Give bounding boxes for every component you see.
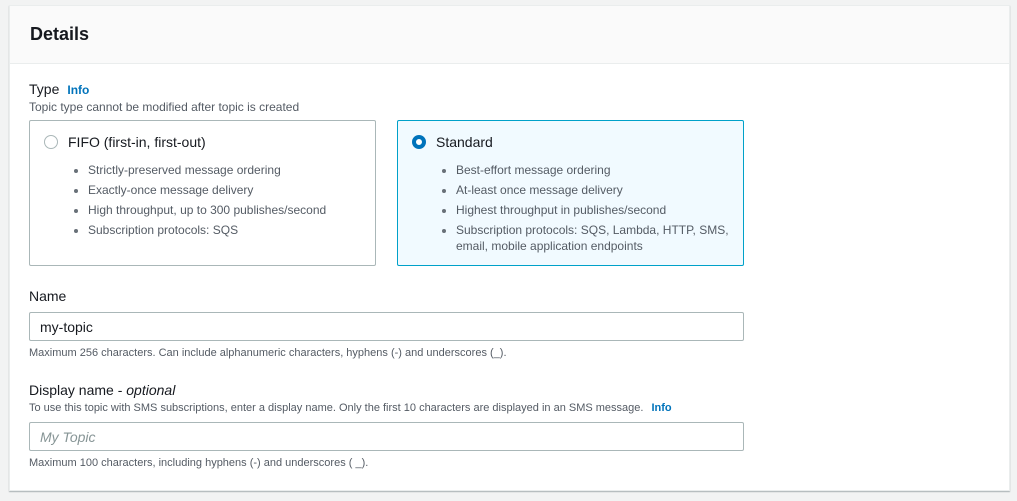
details-panel: Details	[9, 5, 1010, 491]
feature-item: Highest throughput in publishes/second	[456, 200, 729, 220]
display-name-label: Display name - optional	[29, 382, 175, 398]
display-name-hint: Maximum 100 characters, including hyphen…	[29, 457, 369, 469]
name-hint: Maximum 256 characters. Can include alph…	[29, 347, 507, 359]
type-option-standard[interactable]: Standard Best-effort message ordering At…	[397, 120, 744, 266]
display-name-input[interactable]	[29, 422, 744, 451]
standard-features: Best-effort message ordering At-least on…	[456, 160, 729, 254]
optional-tag: optional	[126, 382, 176, 398]
fifo-features: Strictly-preserved message ordering Exac…	[88, 160, 361, 240]
type-option-fifo[interactable]: FIFO (first-in, first-out) Strictly-pres…	[29, 120, 376, 266]
display-name-description-row: To use this topic with SMS subscriptions…	[29, 402, 672, 414]
feature-item: Best-effort message ordering	[456, 160, 729, 180]
feature-item: Strictly-preserved message ordering	[88, 160, 361, 180]
display-name-info-link[interactable]: Info	[651, 402, 672, 414]
name-label: Name	[29, 288, 67, 304]
type-label-row: Type Info	[29, 81, 89, 99]
fifo-title: FIFO (first-in, first-out)	[68, 134, 206, 150]
feature-item: At-least once message delivery	[456, 180, 729, 200]
name-input[interactable]	[29, 312, 744, 341]
panel-header: Details	[10, 6, 1009, 64]
type-info-link[interactable]: Info	[67, 83, 90, 97]
fifo-radio[interactable]	[44, 135, 58, 149]
feature-item: Subscription protocols: SQS	[88, 220, 361, 240]
feature-item: High throughput, up to 300 publishes/sec…	[88, 200, 361, 220]
display-name-description: To use this topic with SMS subscriptions…	[29, 402, 644, 414]
feature-item: Subscription protocols: SQS, Lambda, HTT…	[456, 220, 729, 254]
type-description: Topic type cannot be modified after topi…	[29, 100, 300, 114]
standard-radio[interactable]	[412, 135, 426, 149]
standard-title: Standard	[436, 134, 493, 150]
section-title: Details	[30, 24, 90, 44]
type-label: Type	[29, 81, 60, 97]
display-name-label-text: Display name -	[29, 382, 127, 398]
feature-item: Exactly-once message delivery	[88, 180, 361, 200]
